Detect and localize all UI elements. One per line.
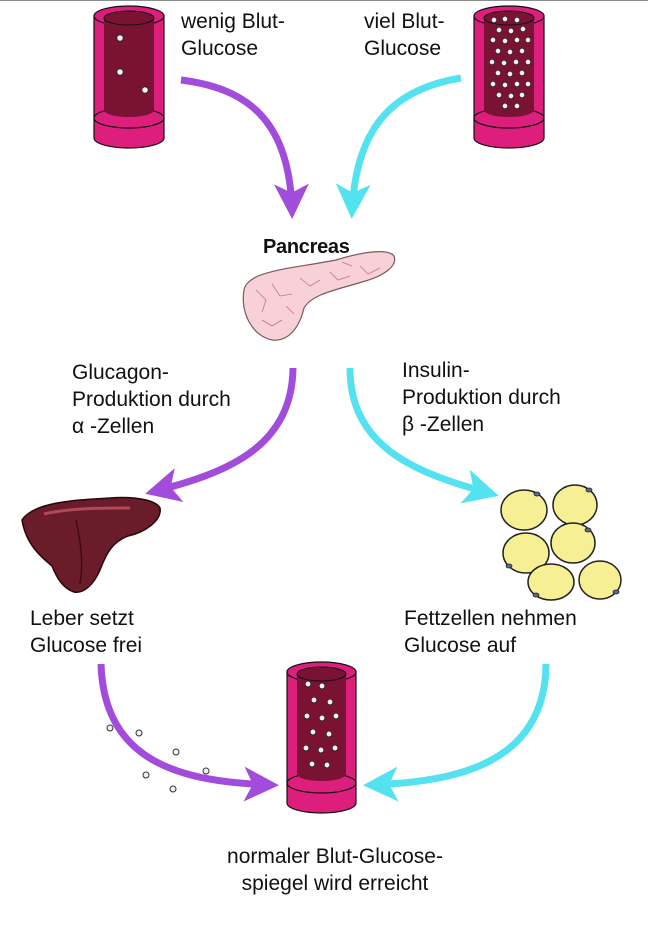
fat-cells-take-up-glucose-label: Fettzellen nehmen Glucose auf [404,607,577,657]
pancreas-label: Pancreas [263,236,350,258]
liver-releases-glucose-label: Leber setzt Glucose frei [30,607,143,657]
arrow-low-to-pancreas [180,76,309,219]
insulin-production-label: Insulin- Produktion durch β -Zellen [402,359,561,436]
glucagon-production-label: Glucagon- Produktion durch α -Zellen [72,361,231,438]
arrow-pancreas-to-liver [145,367,297,502]
top-border [0,0,648,1]
glucose-particles [106,724,210,793]
low-glucose-label: wenig Blut- Glucose [181,10,285,60]
blood-vessel-icon-normal [286,661,357,814]
liver-icon [21,496,161,593]
pancreas-icon [242,251,396,341]
high-glucose-label: viel Blut- Glucose [364,10,445,60]
fat-cells-icon [500,484,622,601]
arrow-fat-cells-to-normal [363,663,550,802]
arrow-liver-to-normal [97,663,279,802]
blood-vessel-icon-high [473,5,545,149]
arrow-high-to-pancreas [335,74,462,219]
blood-vessel-icon-low [93,5,165,149]
normal-glucose-level-label: normaler Blut-Glucose- spiegel wird erre… [227,845,443,895]
arrow-pancreas-to-fat-cells [346,367,499,504]
